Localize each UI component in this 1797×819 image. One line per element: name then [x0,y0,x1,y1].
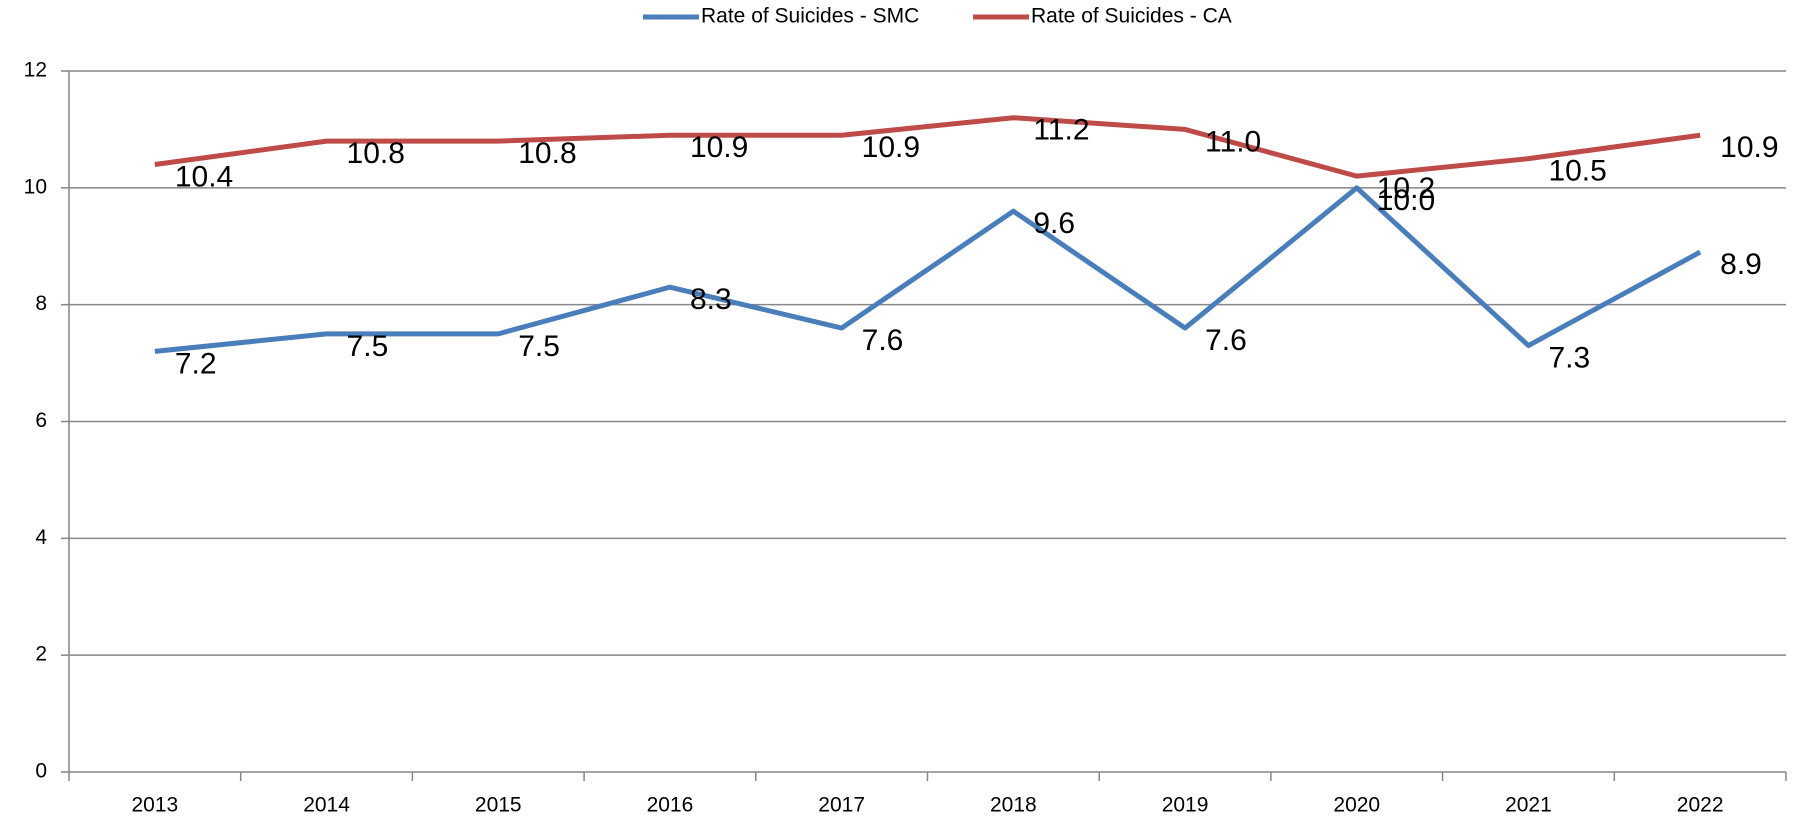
data-label: 7.6 [1205,324,1247,357]
y-tick-label: 10 [24,175,47,198]
data-label: 10.9 [862,131,920,164]
data-label: 10.5 [1548,155,1606,188]
data-label: 10.9 [1720,131,1778,164]
y-tick-label: 4 [35,526,47,549]
data-label: 10.8 [518,137,576,170]
data-label: 10.0 [1377,184,1435,217]
data-label: 7.2 [175,347,217,380]
data-label: 11.2 [1033,114,1089,147]
series-line [154,185,1702,354]
x-tick-label: 2013 [131,794,178,817]
data-label: 10.2 [1377,172,1435,205]
y-tick-label: 0 [35,760,47,783]
x-tick-label: 2014 [303,794,350,817]
x-tick-label: 2019 [1162,794,1209,817]
data-label: 8.9 [1720,248,1762,281]
data-label: 9.6 [1033,207,1075,240]
legend-label: Rate of Suicides - CA [1031,5,1232,28]
legend-label: Rate of Suicides - SMC [701,5,919,28]
x-tick-label: 2022 [1677,794,1724,817]
data-label: 7.3 [1548,341,1590,374]
data-label: 11.0 [1205,125,1261,158]
data-label: 7.5 [518,330,560,363]
x-tick-label: 2017 [818,794,865,817]
data-label: 10.4 [175,160,233,193]
data-label: 8.3 [690,283,732,316]
data-label: 7.6 [862,324,904,357]
y-tick-label: 8 [35,292,47,315]
series-line [154,115,1701,179]
data-label: 10.8 [347,137,405,170]
x-tick-label: 2016 [647,794,694,817]
data-label: 10.9 [690,131,748,164]
x-tick-label: 2015 [475,794,522,817]
x-tick-label: 2021 [1505,794,1552,817]
y-tick-label: 12 [24,59,47,82]
x-tick-label: 2018 [990,794,1037,817]
x-tick-label: 2020 [1333,794,1380,817]
data-label: 7.5 [347,330,389,363]
y-tick-label: 2 [35,643,47,666]
y-tick-label: 6 [35,409,47,432]
